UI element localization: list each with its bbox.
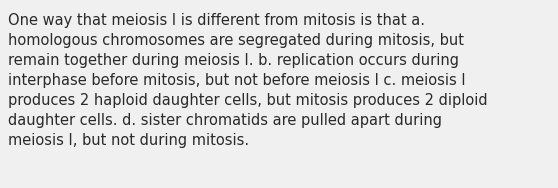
Text: One way that meiosis I is different from mitosis is that a.
homologous chromosom: One way that meiosis I is different from… xyxy=(8,13,488,148)
